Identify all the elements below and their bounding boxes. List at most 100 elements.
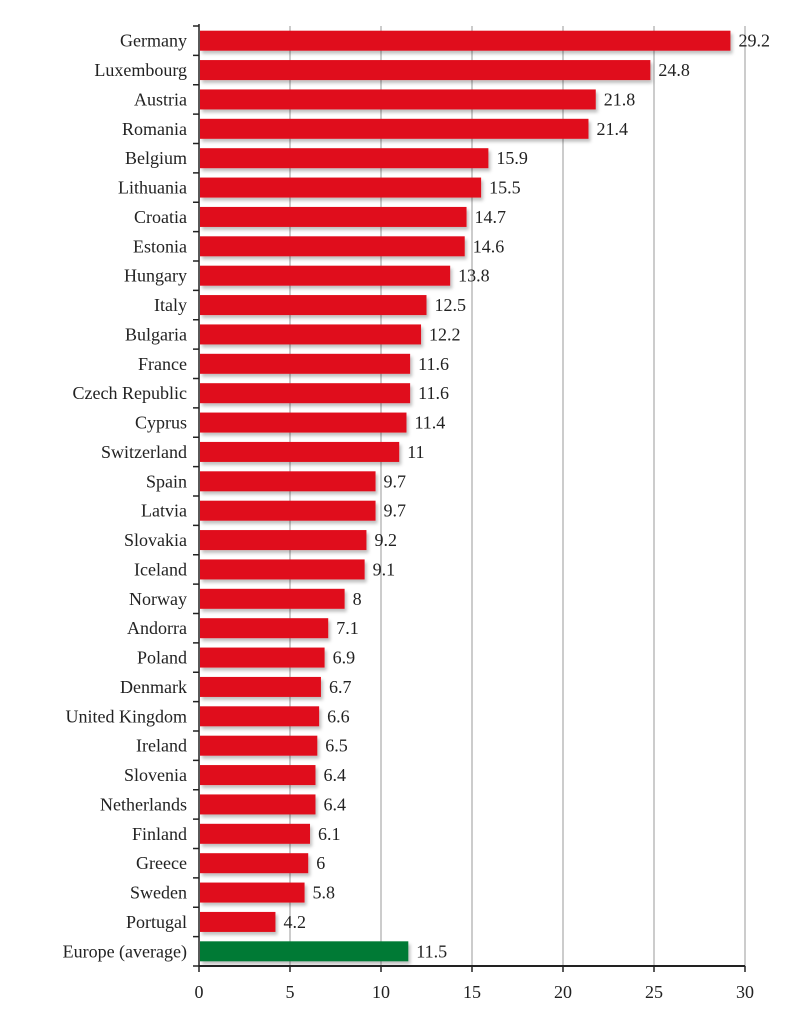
value-label: 9.2 — [374, 530, 397, 550]
bar — [200, 911, 276, 932]
x-tick-label: 30 — [736, 982, 754, 1002]
value-label: 6 — [316, 853, 325, 873]
bar — [200, 530, 367, 551]
value-label: 11.4 — [414, 413, 445, 433]
value-label: 6.1 — [318, 824, 341, 844]
bar — [200, 471, 376, 492]
category-label: Croatia — [134, 207, 187, 227]
bar — [200, 823, 311, 844]
bar — [200, 676, 321, 697]
category-label: Netherlands — [100, 794, 187, 814]
bars — [200, 30, 731, 962]
bar — [200, 353, 411, 374]
bar — [200, 559, 365, 580]
category-label: Andorra — [127, 618, 187, 638]
bar — [200, 588, 345, 609]
value-label: 6.9 — [333, 648, 356, 668]
bar — [200, 735, 318, 756]
value-label: 4.2 — [283, 912, 306, 932]
value-label: 6.5 — [325, 736, 348, 756]
bar — [200, 647, 325, 668]
bar — [200, 441, 400, 462]
value-label: 24.8 — [658, 60, 690, 80]
value-label: 5.8 — [313, 883, 336, 903]
category-label: Luxembourg — [94, 60, 187, 80]
value-label: 21.8 — [604, 89, 636, 109]
category-label: Latvia — [141, 501, 187, 521]
labels: Germany 29.2 Luxembourg 24.8 Austria 21.8 Roma… — [63, 31, 770, 1002]
category-label: Finland — [132, 824, 187, 844]
category-label: Hungary — [124, 266, 187, 286]
category-label: United Kingdom — [66, 706, 188, 726]
category-label: Romania — [122, 119, 187, 139]
x-tick-label: 5 — [286, 982, 295, 1002]
category-label: Europe (average) — [63, 941, 187, 962]
bar — [200, 177, 482, 198]
category-label: Greece — [136, 853, 187, 873]
bar — [200, 383, 411, 404]
value-label: 11 — [407, 442, 424, 462]
value-label: 11.5 — [416, 941, 447, 961]
value-label: 21.4 — [596, 119, 628, 139]
category-label: Belgium — [125, 148, 187, 168]
value-label: 12.5 — [435, 295, 467, 315]
value-label: 11.6 — [418, 383, 449, 403]
category-label: Cyprus — [135, 413, 187, 433]
bar — [200, 324, 422, 345]
category-label: Denmark — [120, 677, 187, 697]
bar — [200, 706, 320, 727]
bar — [200, 765, 316, 786]
value-label: 13.8 — [458, 266, 490, 286]
value-label: 6.4 — [323, 765, 346, 785]
bar — [200, 882, 305, 903]
bar — [200, 412, 407, 433]
bar — [200, 118, 589, 139]
value-label: 14.6 — [473, 236, 505, 256]
value-label: 6.6 — [327, 706, 350, 726]
category-label: Czech Republic — [73, 383, 187, 403]
bar — [200, 206, 467, 227]
value-label: 8 — [353, 589, 362, 609]
category-label: Germany — [120, 31, 187, 51]
x-tick-label: 15 — [463, 982, 481, 1002]
bar — [200, 794, 316, 815]
category-label: Italy — [154, 295, 187, 315]
category-label: Poland — [137, 648, 187, 668]
category-label: Iceland — [134, 559, 187, 579]
category-label: Bulgaria — [125, 324, 187, 344]
bar — [200, 618, 329, 639]
value-label: 29.2 — [738, 31, 770, 51]
bar — [200, 500, 376, 521]
category-label: Sweden — [130, 883, 187, 903]
axes — [193, 24, 746, 972]
category-label: Estonia — [133, 236, 187, 256]
x-tick-label: 10 — [372, 982, 390, 1002]
value-label: 15.9 — [496, 148, 528, 168]
value-label: 14.7 — [475, 207, 507, 227]
category-label: Spain — [146, 471, 187, 491]
x-tick-label: 25 — [645, 982, 663, 1002]
value-label: 15.5 — [489, 178, 520, 198]
value-label: 6.7 — [329, 677, 352, 697]
x-tick-label: 0 — [195, 982, 204, 1002]
category-label: France — [138, 354, 187, 374]
value-label: 12.2 — [429, 324, 461, 344]
category-label: Slovakia — [124, 530, 187, 550]
category-label: Portugal — [126, 912, 187, 932]
category-label: Ireland — [136, 736, 187, 756]
category-label: Norway — [129, 589, 187, 609]
bar — [200, 236, 465, 257]
average-bar — [200, 941, 409, 962]
category-label: Lithuania — [118, 178, 187, 198]
bar — [200, 265, 451, 286]
value-label: 11.6 — [418, 354, 449, 374]
x-tick-label: 20 — [554, 982, 572, 1002]
bar — [200, 853, 309, 874]
value-label: 7.1 — [336, 618, 359, 638]
category-label: Slovenia — [124, 765, 187, 785]
bar — [200, 30, 731, 51]
bar — [200, 60, 651, 81]
value-label: 9.7 — [384, 471, 407, 491]
value-label: 6.4 — [323, 794, 346, 814]
